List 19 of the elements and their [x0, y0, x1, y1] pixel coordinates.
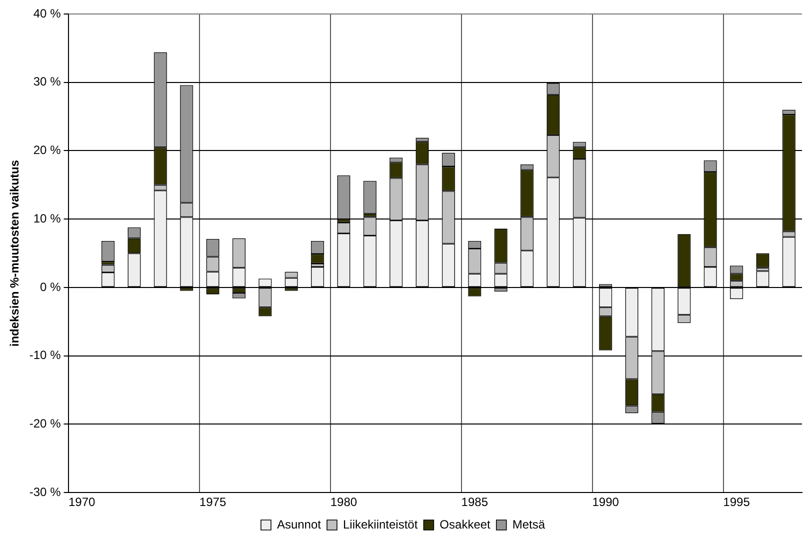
y-axis-title: indeksien %-muutosten vaikutus — [8, 160, 22, 347]
x-tick-label: 1995 — [723, 495, 750, 510]
legend-label: Liikekiinteistöt — [342, 517, 418, 532]
legend-label: Metsä — [512, 517, 546, 532]
x-tick-label: 1970 — [68, 495, 96, 510]
y-tick-label: 0 % — [40, 280, 62, 294]
y-tick-label: -30 % — [29, 484, 62, 499]
y-tick-label: 20 % — [33, 143, 62, 158]
x-tick-label: 1990 — [592, 495, 620, 510]
y-tick-label: -20 % — [29, 416, 62, 431]
x-tick-label: 1985 — [461, 495, 488, 510]
y-tick-label: -10 % — [29, 348, 62, 362]
legend-label: Osakkeet — [440, 517, 492, 532]
x-tick-label: 1975 — [199, 495, 226, 510]
x-tick-label: 1980 — [330, 495, 358, 510]
legend-label: Asunnot — [276, 517, 322, 532]
y-tick-label: 30 % — [33, 74, 62, 89]
y-tick-label: 40 % — [33, 6, 62, 20]
y-tick-label: 10 % — [33, 211, 62, 226]
